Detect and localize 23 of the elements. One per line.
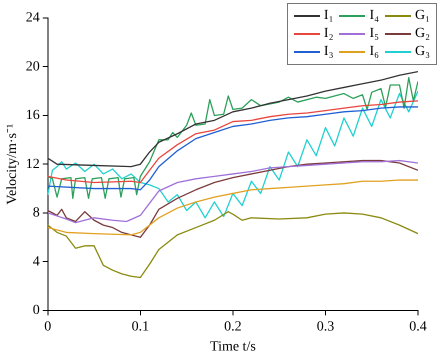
y-tick-label: 8 xyxy=(32,206,40,221)
legend-label: I₄ xyxy=(369,7,379,25)
x-tick-label: 0.3 xyxy=(316,319,334,334)
y-tick-label: 24 xyxy=(26,10,40,26)
y-tick-label: 12 xyxy=(26,156,40,172)
x-axis-title: Time t/s xyxy=(210,339,256,354)
legend-label: I₅ xyxy=(369,25,379,43)
legend-label: G₃ xyxy=(415,43,430,61)
legend-label: G₁ xyxy=(415,7,430,25)
y-tick-label: 4 xyxy=(32,254,40,270)
legend-label: I₆ xyxy=(369,43,379,61)
y-tick-label: 16 xyxy=(26,108,40,124)
y-axis-title: Velocity/m·s⁻¹ xyxy=(5,124,20,205)
legend-label: I₁ xyxy=(324,7,334,25)
legend-label: I₃ xyxy=(324,43,334,61)
y-tick-label: 0 xyxy=(32,303,40,318)
x-tick-label: 0.1 xyxy=(132,319,150,334)
x-tick-label: 0.2 xyxy=(224,319,242,334)
legend-label: G₂ xyxy=(415,25,430,43)
y-tick-label: 20 xyxy=(26,59,40,74)
x-tick-label: 0 xyxy=(44,319,52,334)
legend-label: I₂ xyxy=(324,25,334,43)
x-tick-label: 0.4 xyxy=(409,319,427,334)
